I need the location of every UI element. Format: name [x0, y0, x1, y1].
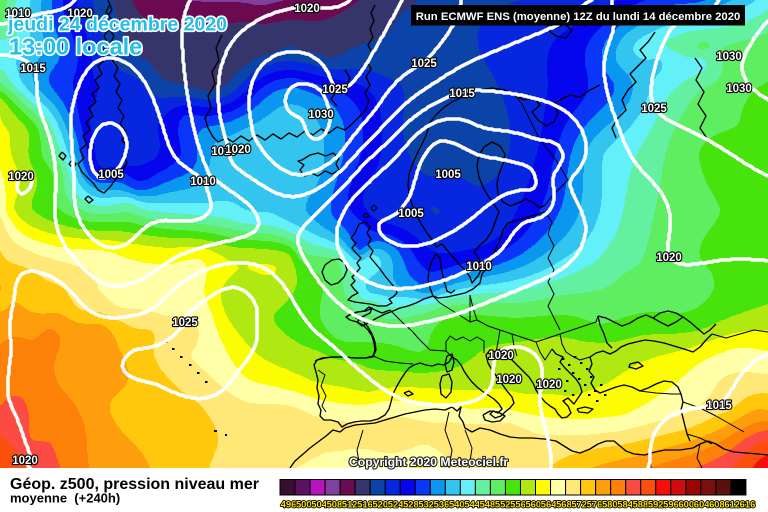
svg-text:1025: 1025 — [641, 103, 667, 115]
svg-text:612: 612 — [724, 499, 740, 510]
svg-text:508: 508 — [327, 499, 343, 510]
svg-text:616: 616 — [740, 499, 756, 510]
svg-text:1010: 1010 — [211, 146, 237, 158]
svg-text:Run ECMWF ENS (moyenne) 12Z du: Run ECMWF ENS (moyenne) 12Z du lundi 14 … — [416, 11, 741, 23]
svg-text:596: 596 — [663, 499, 679, 510]
svg-text:1010: 1010 — [466, 261, 492, 273]
svg-text:1030: 1030 — [308, 109, 334, 121]
svg-text:1030: 1030 — [716, 51, 742, 63]
svg-text:528: 528 — [403, 499, 419, 510]
svg-text:564: 564 — [541, 499, 557, 510]
svg-text:1015: 1015 — [20, 63, 46, 75]
svg-text:1005: 1005 — [435, 169, 461, 181]
svg-text:524: 524 — [388, 499, 404, 510]
svg-text:536: 536 — [434, 499, 450, 510]
svg-text:588: 588 — [633, 499, 649, 510]
svg-text:1015: 1015 — [449, 88, 475, 100]
svg-text:1020: 1020 — [656, 252, 682, 264]
svg-text:jeudi 24 décembre 2020: jeudi 24 décembre 2020 — [7, 14, 227, 36]
svg-text:1005: 1005 — [98, 169, 124, 181]
svg-text:592: 592 — [648, 499, 664, 510]
svg-text:584: 584 — [617, 499, 633, 510]
svg-text:548: 548 — [480, 499, 496, 510]
svg-text:608: 608 — [709, 499, 725, 510]
svg-text:532: 532 — [418, 499, 434, 510]
svg-text:500: 500 — [296, 499, 312, 510]
svg-text:1025: 1025 — [172, 317, 198, 329]
svg-text:1020: 1020 — [225, 144, 251, 156]
svg-text:556: 556 — [510, 499, 526, 510]
svg-text:1015: 1015 — [706, 400, 732, 412]
svg-text:516: 516 — [357, 499, 373, 510]
svg-text:1020: 1020 — [8, 171, 34, 183]
svg-text:1020: 1020 — [488, 350, 514, 362]
svg-text:576: 576 — [587, 499, 603, 510]
svg-text:568: 568 — [556, 499, 572, 510]
svg-text:1020: 1020 — [67, 8, 93, 20]
svg-text:1020: 1020 — [12, 455, 38, 467]
svg-text:544: 544 — [464, 499, 480, 510]
svg-text:1005: 1005 — [398, 208, 424, 220]
svg-text:504: 504 — [311, 499, 327, 510]
svg-text:520: 520 — [372, 499, 388, 510]
svg-text:1025: 1025 — [411, 58, 437, 70]
svg-text:1010: 1010 — [190, 176, 216, 188]
svg-text:moyenne (+240h): moyenne (+240h) — [10, 491, 120, 506]
svg-text:540: 540 — [449, 499, 465, 510]
svg-text:496: 496 — [281, 499, 297, 510]
svg-text:560: 560 — [525, 499, 541, 510]
svg-text:572: 572 — [571, 499, 587, 510]
svg-text:552: 552 — [495, 499, 511, 510]
svg-text:1020: 1020 — [536, 379, 562, 391]
svg-text:1030: 1030 — [726, 83, 752, 95]
svg-text:13:00 locale: 13:00 locale — [9, 34, 142, 60]
svg-text:1025: 1025 — [322, 84, 348, 96]
svg-text:Copyright 2020 Meteociel.fr: Copyright 2020 Meteociel.fr — [349, 455, 508, 469]
svg-text:1010: 1010 — [5, 8, 31, 20]
svg-text:604: 604 — [694, 499, 710, 510]
svg-text:1020: 1020 — [496, 374, 522, 386]
svg-text:512: 512 — [342, 499, 358, 510]
svg-text:600: 600 — [678, 499, 694, 510]
svg-text:1020: 1020 — [294, 3, 320, 15]
svg-text:Géop. z500, pression niveau me: Géop. z500, pression niveau mer — [10, 476, 259, 493]
svg-text:580: 580 — [602, 499, 618, 510]
